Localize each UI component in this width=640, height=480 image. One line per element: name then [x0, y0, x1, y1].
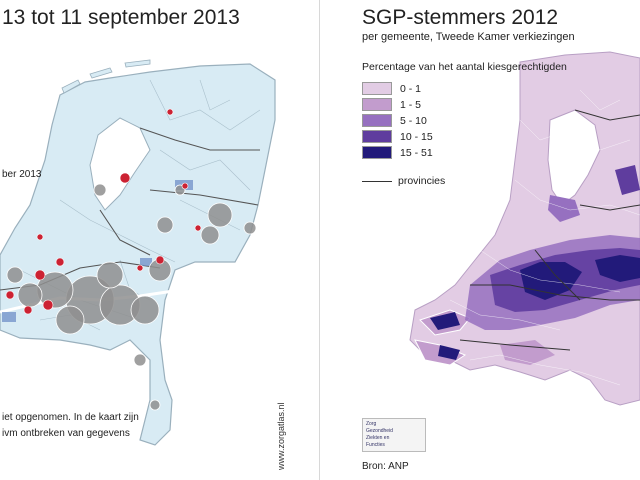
inset-line-2: Gezondheid [366, 428, 393, 434]
inset-line-1: Zorg [366, 421, 377, 427]
legend-swatch [362, 114, 392, 127]
left-note-line2: ivm ontbreken van gegevens [2, 428, 130, 439]
source-label: Bron: ANP [362, 461, 409, 472]
legend-label: 10 - 15 [400, 130, 433, 143]
legend-item-1-5: 1 - 5 [362, 98, 421, 111]
left-grey-markers [6, 183, 257, 411]
legend-item-10-15: 10 - 15 [362, 130, 433, 143]
legend-swatch [362, 130, 392, 143]
legend-label: 0 - 1 [400, 82, 422, 95]
right-ijsselmeer [547, 109, 601, 206]
right-inset-thumbnail: Zorg Gezondheid Ziekten en Functies [362, 418, 426, 452]
legend-swatch [362, 146, 392, 159]
legend-item-15-51: 15 - 51 [362, 146, 433, 159]
provinces-line-swatch [362, 180, 392, 182]
left-red-markers [5, 108, 202, 315]
legend-label: 15 - 51 [400, 146, 433, 159]
provinces-label: provincies [398, 175, 446, 187]
right-map-subtitle: per gemeente, Tweede Kamer verkiezingen [362, 31, 575, 43]
legend-title: Percentage van het aantal kiesgerechtigd… [362, 61, 567, 73]
inset-line-4: Functies [366, 442, 385, 448]
provinces-legend: provincies [362, 175, 445, 187]
left-netherlands-map [0, 59, 276, 446]
legend-item-5-10: 5 - 10 [362, 114, 427, 127]
legend-swatch [362, 98, 392, 111]
left-wadden-islands [61, 59, 151, 94]
left-map-title: 13 tot 11 september 2013 [2, 6, 240, 29]
left-map-panel: 13 tot 11 september 2013 ber 2013 iet op… [0, 6, 286, 470]
right-province-borders [459, 109, 640, 351]
legend-label: 1 - 5 [400, 98, 422, 111]
right-netherlands-map [409, 51, 640, 406]
left-land [0, 63, 276, 446]
left-note-line1: iet opgenomen. In de kaart zijn [2, 412, 139, 423]
legend-label: 5 - 10 [400, 114, 427, 127]
left-date-label: ber 2013 [2, 169, 42, 180]
legend-swatch [362, 82, 392, 95]
right-map-title: SGP-stemmers 2012 [362, 6, 559, 29]
right-map-panel: Zorg Gezondheid Ziekten en Functies [320, 0, 640, 480]
right-choropleth-bands [430, 165, 640, 365]
legend-item-0-1: 0 - 1 [362, 82, 421, 95]
left-vertical-url: www.zorgatlas.nl [276, 402, 286, 470]
inset-line-3: Ziekten en [366, 435, 390, 441]
